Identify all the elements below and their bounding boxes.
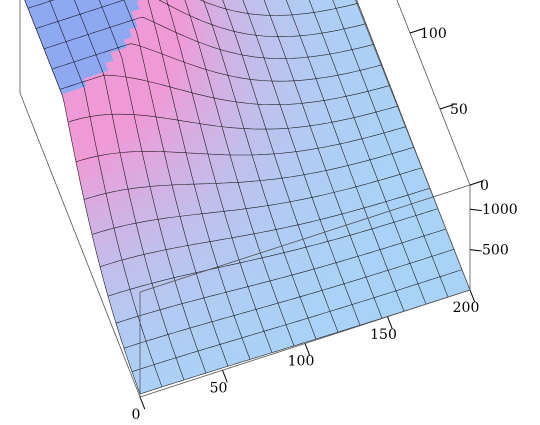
mesh-line-y [99,187,431,267]
x-tick-mark [222,370,228,383]
x-tick-label: 200 [453,300,480,316]
mesh-line-x [285,0,405,312]
mesh-line-x [166,0,273,353]
mesh-line-x [203,0,317,340]
x-tick-label: 100 [288,354,315,370]
z-tick-mark [469,249,482,252]
y-tick-mark [439,104,454,110]
mesh-line-y [51,43,383,82]
mesh-line-y [59,74,391,106]
mesh-line-x [123,0,229,367]
x-tick-mark [387,316,393,330]
mesh-line-x [263,0,383,319]
mesh-line-x [98,0,207,374]
box-edge-front [19,92,141,398]
x-tick-label: 150 [370,327,397,343]
mesh-line-x [49,0,163,388]
box-edge-front [355,0,471,291]
y-tick-label: 100 [420,26,447,42]
z-tick-mark [469,208,482,212]
mesh-line-y [67,105,399,130]
axis-ticks: 0501001502000501001502005001000 [132,26,518,423]
mesh-line-y [83,146,415,200]
mesh-line-y [131,269,463,372]
x-tick-mark [139,396,146,410]
y-tick-mark [469,180,484,186]
mesh-line-x [308,0,427,305]
mesh-line-y [75,126,407,163]
mesh-line-x [74,0,185,381]
mesh-line-y [27,0,359,16]
y-tick-label: 50 [450,102,468,118]
mesh-line-x [147,0,251,360]
x-tick-mark [469,289,476,303]
mesh-line-y [115,228,447,324]
x-tick-label: 50 [210,380,228,396]
mesh-line-y [35,0,367,38]
box-edge-front [139,184,471,293]
x-tick-mark [304,343,311,356]
surface-mesh [24,0,471,395]
mesh-line-x [242,0,361,326]
mesh-line-x [332,0,449,298]
mesh-line-x [184,0,295,346]
mesh-line-y [123,249,455,349]
z-tick-label: 500 [482,243,509,259]
mesh-line-x [24,0,141,395]
mesh-line-y [91,167,423,235]
y-tick-label: 0 [480,178,489,194]
mesh-line-y [107,208,439,297]
y-tick-mark [409,28,424,34]
z-tick-label: 1000 [482,202,518,218]
mesh-line-y [43,16,375,59]
mesh-line-x [222,0,339,333]
x-tick-label: 0 [132,407,141,423]
